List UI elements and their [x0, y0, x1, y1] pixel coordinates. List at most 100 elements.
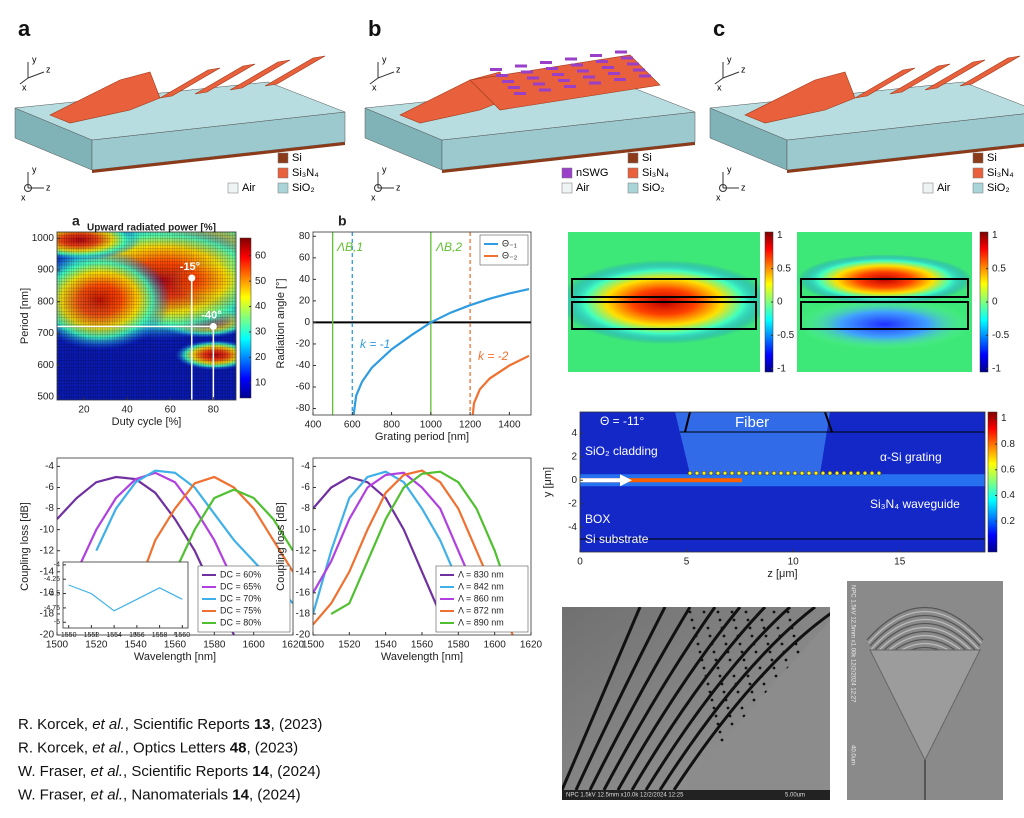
colorbar-tick-label: 0.6 [1001, 464, 1015, 475]
x-tick-label: 1560 [175, 632, 191, 639]
sem-infobar [562, 790, 830, 800]
plot-bg [63, 562, 188, 628]
y-tick-label: -80 [296, 403, 311, 414]
colorbar-tick-label: 0.2 [1001, 516, 1015, 527]
plot-area [68, 584, 183, 612]
legend-label: Λ = 860 nm [458, 593, 504, 603]
plot-area [313, 469, 514, 635]
sem-taper [869, 649, 981, 762]
sem-hole [762, 626, 766, 630]
axis-label: x [21, 192, 26, 202]
sem-hole [698, 650, 702, 654]
sem-hole [786, 610, 790, 614]
axis-arrow [377, 71, 395, 79]
x-tick-label: 5 [684, 557, 690, 568]
axis-label: x [716, 192, 721, 202]
panel-letter: b [368, 16, 381, 41]
sem-hole [718, 730, 722, 734]
colorbar-tick-label: 1 [992, 230, 998, 241]
axis-arrow [19, 77, 29, 85]
legend-label: Air [937, 182, 951, 194]
reference-volume: 13 [254, 716, 271, 733]
reference-year: , (2024) [249, 786, 301, 803]
legend-label: SiO₂ [292, 182, 315, 194]
reference-volume: 14 [252, 763, 269, 780]
sem-hole [716, 610, 720, 614]
sem-hole [714, 714, 718, 718]
sem-hole [728, 714, 732, 718]
sem-hole [728, 658, 732, 662]
swg-hole [565, 57, 577, 61]
y-tick-label: 900 [37, 265, 54, 276]
sem-ring [644, 607, 792, 790]
reference-authors: R. Korcek, [18, 716, 92, 733]
sem-hole [748, 682, 752, 686]
swg-hole [577, 69, 589, 73]
y-tick-label: -12 [296, 545, 311, 556]
sem-hole [726, 706, 730, 710]
y-axis-label: Radiation angle [°] [275, 278, 287, 368]
swg-hole [608, 72, 620, 75]
legend-swatch [627, 182, 639, 194]
swg-hole [627, 62, 639, 66]
colorbar-tick-label: 1 [1001, 413, 1007, 424]
point-label: -40° [201, 309, 221, 321]
annotation: Si₃N₄ waveguide [870, 497, 960, 511]
swg-hole [502, 80, 514, 83]
axis-label: x [717, 82, 722, 92]
sem-hole [788, 618, 792, 622]
y-tick-label: -4 [301, 461, 310, 472]
x-tick-label: 1200 [459, 420, 482, 431]
sem-ring [562, 607, 642, 790]
sem-hole [760, 618, 764, 622]
swg-hole [496, 74, 508, 77]
axis-label: x [371, 192, 376, 202]
axis-label: z [46, 182, 51, 192]
reference: W. Fraser, et al., Nanomaterials 14, (20… [18, 786, 301, 803]
grating-tooth [820, 470, 826, 476]
sem-hole [696, 642, 700, 646]
x-tick-label: 0 [577, 557, 583, 568]
sem-hole [706, 626, 710, 630]
colorbar-tick-label: 60 [255, 250, 267, 261]
sem-ring [602, 607, 717, 790]
legend-label: DC = 70% [220, 593, 261, 603]
panel-letter: a [18, 16, 31, 41]
x-tick-label: 1560 [164, 640, 187, 651]
annotation: k = -1 [360, 337, 390, 351]
sem-hole [700, 658, 704, 662]
sem-hole [720, 738, 724, 742]
sem-hole [716, 666, 720, 670]
x-tick-label: 80 [208, 405, 220, 416]
grating-tooth [694, 470, 700, 476]
sem-hole [706, 682, 710, 686]
legend-swatch [922, 182, 934, 194]
swg-hole [590, 54, 602, 57]
grating-tooth [708, 470, 714, 476]
sem-hole [750, 634, 754, 638]
grating-tooth [736, 470, 742, 476]
sem-ring [574, 607, 667, 790]
reference: W. Fraser, et al., Scientific Reports 14… [18, 763, 321, 780]
x-axis-label: z [μm] [767, 568, 797, 580]
legend-box [479, 234, 529, 266]
legend-swatch [561, 182, 573, 194]
axis-label: y [727, 164, 732, 174]
sem-hole [782, 650, 786, 654]
x-tick-label: 1558 [152, 632, 168, 639]
sem-ring [616, 607, 742, 790]
reference-year: , (2023) [271, 716, 323, 733]
axis-label: y [727, 54, 732, 64]
grating-tooth [743, 470, 749, 476]
axis-label: y [32, 54, 37, 64]
y-tick-label: -2 [568, 498, 577, 509]
axis-label: x [22, 82, 27, 92]
guided-mode-core [580, 478, 742, 483]
x-tick-label: 1000 [420, 420, 443, 431]
sem-hole [778, 634, 782, 638]
reference-journal: , Scientific Reports [123, 763, 252, 780]
axis-label: x [372, 82, 377, 92]
swg-hole [521, 70, 533, 74]
plot-frame [62, 561, 189, 629]
